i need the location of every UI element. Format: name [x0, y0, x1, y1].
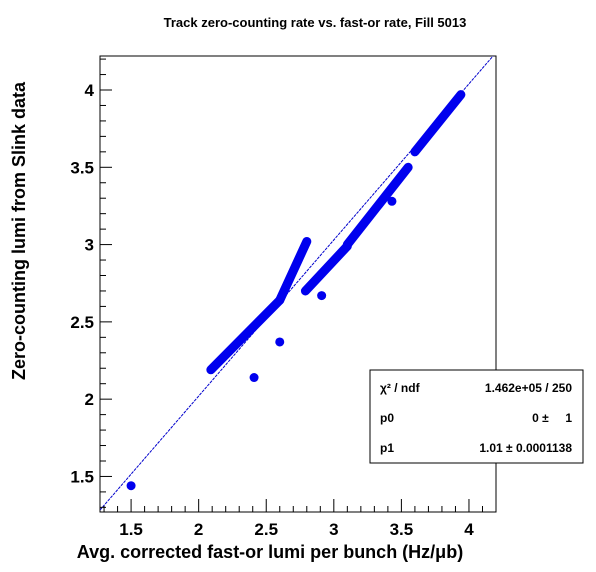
data-segment-2: [275, 236, 312, 305]
x-axis-title: Avg. corrected fast-or lumi per bunch (H…: [77, 542, 463, 562]
y-axis-title: Zero-counting lumi from Slink data: [9, 81, 29, 380]
stats-chi2-label: χ² / ndf: [380, 381, 421, 395]
x-tick-label: 2: [194, 520, 203, 539]
stats-p1-value: 1.01 ± 0.0001138: [479, 441, 572, 455]
data-point-3: [275, 337, 285, 347]
data-point-5: [387, 196, 397, 206]
data-segments: [206, 90, 466, 375]
data-point-2: [249, 373, 259, 383]
stats-p1-label: p1: [380, 441, 394, 455]
data-point-4: [317, 291, 327, 301]
y-axis-ticks: 1.5 2 2.5 3 3.5 4: [70, 58, 112, 508]
y-tick-label: 4: [85, 81, 95, 100]
x-tick-label: 4: [464, 520, 474, 539]
y-tick-label: 2: [85, 390, 94, 409]
y-tick-label: 3.5: [70, 158, 94, 177]
stats-chi2-value: 1.462e+05 / 250: [485, 381, 572, 395]
data-segment-5: [410, 90, 466, 157]
x-tick-label: 3.5: [390, 520, 414, 539]
data-segment-1: [206, 295, 285, 375]
data-segment-3: [300, 241, 352, 296]
x-tick-label: 2.5: [254, 520, 278, 539]
x-tick-label: 1.5: [119, 520, 143, 539]
y-tick-label: 1.5: [70, 467, 94, 486]
data-point-1: [126, 481, 136, 491]
fit-stats-box: χ² / ndf 1.462e+05 / 250 p0 0 ± 1 p1 1.0…: [369, 369, 584, 464]
x-tick-label: 3: [329, 520, 338, 539]
stats-p0-value: 0 ± 1: [532, 411, 572, 425]
data-points: [126, 196, 397, 491]
stats-p0-label: p0: [380, 411, 394, 425]
chart-title: Track zero-counting rate vs. fast-or rat…: [164, 15, 467, 30]
data-segment-4: [342, 162, 413, 250]
plot-frame: [99, 55, 497, 513]
y-tick-label: 2.5: [70, 313, 94, 332]
y-tick-label: 3: [85, 236, 94, 255]
x-axis-ticks: 1.5 2 2.5 3 3.5 4: [103, 499, 497, 539]
